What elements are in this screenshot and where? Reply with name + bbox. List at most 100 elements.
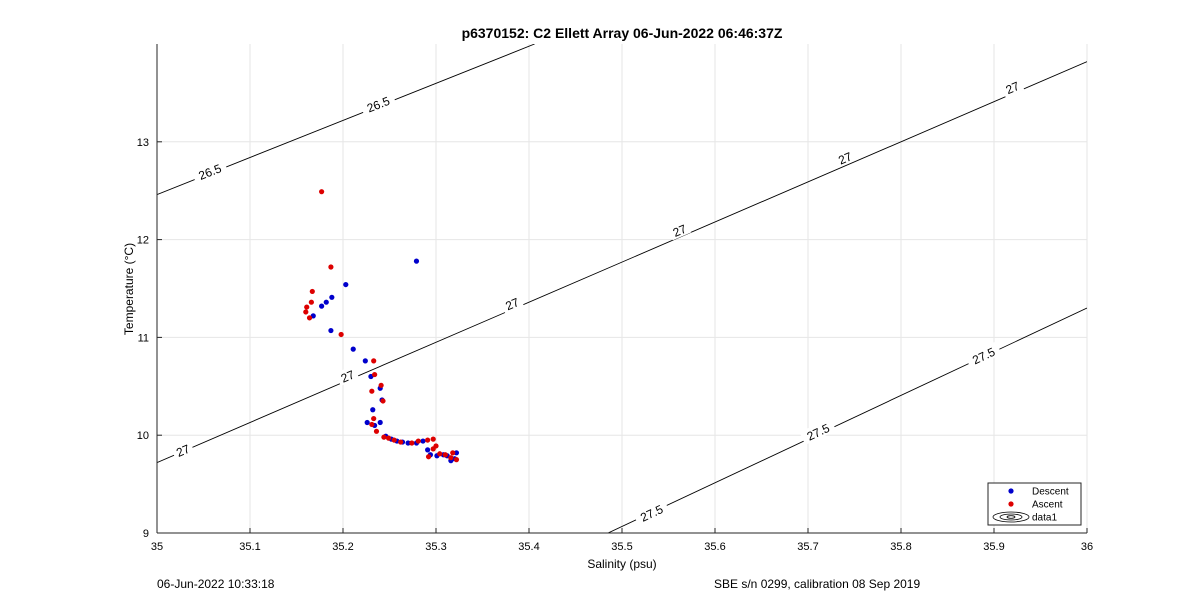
- isopycnal-label: 27: [335, 365, 360, 386]
- y-tick-label: 9: [143, 528, 149, 540]
- isopycnal-label: 26.5: [359, 90, 397, 117]
- descent-point: [453, 450, 460, 456]
- ascent-point: [381, 434, 387, 440]
- isopycnal-label: 26.5: [191, 158, 229, 184]
- x-tick-label: 35.6: [704, 541, 725, 553]
- ascent-point: [425, 454, 432, 460]
- ascent-point: [369, 421, 375, 428]
- x-tick-label: 35.7: [797, 541, 818, 553]
- legend: Descent Ascent data1: [987, 482, 1082, 526]
- descent-point: [323, 299, 329, 305]
- ascent-point: [371, 415, 377, 422]
- ascent-point: [378, 382, 384, 388]
- ascent-point: [430, 436, 436, 442]
- axes: 35 35.1 35.2 35.3 35.4 35.5 35.6 35.7 35.8 35.9 36…: [137, 44, 1093, 553]
- ascent-point: [409, 440, 415, 446]
- grid: [156, 44, 1088, 534]
- legend-label-descent: Descent: [1032, 487, 1069, 498]
- isopycnal-label-bg: [667, 219, 692, 241]
- isopycnal-label: 27: [1000, 76, 1025, 98]
- isopycnal-label-text: 27: [503, 295, 521, 313]
- isopycnal-label-bg: [499, 292, 524, 314]
- ascent-point: [450, 450, 456, 456]
- ascent-point: [415, 438, 421, 444]
- isopycnal-contours: 26.5 26.5 27 27 27 27 27 27 27.5 27.5 27.5: [157, 44, 1087, 533]
- isopycnal-label-text: 27: [339, 367, 357, 385]
- x-tick-label: 35.9: [983, 541, 1004, 553]
- descent-point: [329, 294, 335, 300]
- isopycnal-label-text: 27: [671, 222, 689, 240]
- isopycnal-label-bg: [191, 158, 229, 184]
- isopycnal-label-bg: [832, 147, 857, 168]
- data-points: [303, 189, 460, 464]
- legend-contour-ring: [1006, 515, 1016, 519]
- ascent-point: [453, 457, 460, 463]
- ascent-point: [371, 358, 377, 364]
- ascent-point: [398, 439, 404, 445]
- descent-point: [370, 407, 376, 413]
- ascent-point: [430, 446, 436, 452]
- ascent-point: [309, 288, 315, 295]
- legend-box: [987, 482, 1082, 526]
- legend-contour-ring: [999, 513, 1023, 521]
- ascent-point: [373, 428, 380, 434]
- isopycnal-label-bg: [1000, 76, 1025, 98]
- isopycnal-label-bg: [170, 439, 195, 461]
- ascent-point: [369, 388, 375, 394]
- isopycnal-label: 27: [667, 219, 692, 241]
- descent-point: [425, 447, 431, 453]
- isopycnal-label: 27: [832, 147, 857, 168]
- legend-label-ascent: Ascent: [1032, 500, 1063, 511]
- isopycnal-label: 27: [499, 292, 524, 314]
- isopycnal-label-bg: [632, 498, 670, 527]
- legend-marker-descent: [1008, 488, 1014, 494]
- chart-title: p6370152: C2 Ellett Array 06-Jun-2022 06…: [462, 25, 783, 41]
- x-tick-label: 36: [1081, 541, 1093, 553]
- legend-label-data1: data1: [1032, 513, 1057, 524]
- descent-point: [343, 281, 349, 288]
- descent-point: [420, 438, 426, 444]
- x-tick-label: 35.5: [611, 541, 632, 553]
- ascent-point: [338, 331, 344, 338]
- descent-point: [362, 358, 368, 364]
- ascent-point: [442, 452, 448, 458]
- y-axis-label: Temperature (°C): [122, 243, 136, 335]
- ascent-point: [328, 264, 334, 270]
- x-tick-label: 35.2: [332, 541, 353, 553]
- isopycnal-line: [157, 61, 1087, 463]
- descent-point: [350, 346, 356, 352]
- ascent-point: [385, 435, 392, 441]
- descent-point: [328, 327, 334, 334]
- x-tick-label: 35.3: [425, 541, 446, 553]
- x-axis-label: Salinity (psu): [587, 557, 656, 571]
- y-tick-label: 10: [137, 430, 149, 442]
- isopycnal-label-bg: [799, 417, 837, 445]
- x-tick-label: 35.4: [518, 541, 539, 553]
- isopycnal-label-bg: [335, 365, 360, 386]
- isopycnal-label-text: 27: [836, 149, 854, 167]
- ascent-point: [391, 437, 397, 443]
- isopycnal-label: 27: [170, 439, 195, 461]
- y-tick-label: 11: [138, 332, 149, 344]
- ascent-point: [304, 304, 310, 310]
- isopycnal-label-bg: [359, 90, 397, 117]
- footer-calibration: SBE s/n 0299, calibration 08 Sep 2019: [714, 577, 921, 591]
- isopycnal-label-text: 27: [174, 442, 192, 460]
- ascent-point: [303, 309, 309, 315]
- x-tick-label: 35.1: [239, 541, 260, 553]
- descent-point: [405, 440, 411, 446]
- legend-marker-ascent: [1008, 501, 1014, 507]
- footer-timestamp: 06-Jun-2022 10:33:18: [157, 577, 275, 591]
- y-tick-label: 13: [137, 137, 149, 149]
- y-tick-label: 12: [137, 235, 149, 247]
- isopycnal-label: 27.5: [964, 341, 1002, 369]
- isopycnal-label: 27.5: [799, 417, 837, 445]
- ascent-point: [372, 371, 378, 378]
- ascent-point: [380, 398, 386, 404]
- descent-point: [319, 303, 325, 309]
- ascent-point: [425, 437, 431, 443]
- ascent-point: [308, 299, 314, 305]
- legend-contour-ring: [992, 511, 1030, 523]
- ascent-point: [319, 189, 325, 195]
